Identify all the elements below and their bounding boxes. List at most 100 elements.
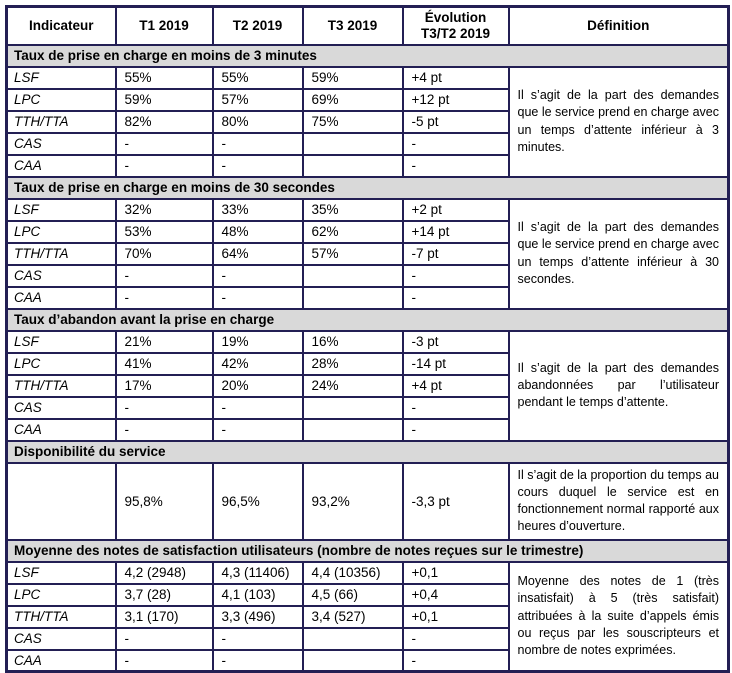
value-t1: 95,8% [114,461,214,541]
value-t1: 70% [114,241,214,266]
definition-text: Moyenne des notes de 1 (très insatisfait… [507,560,730,673]
value-t1: 17% [114,373,214,398]
value-t2: - [211,131,304,156]
value-t3: 59% [301,65,404,90]
value-evolution: - [401,131,510,156]
value-t2: - [211,626,304,651]
value-evolution: +0,1 [401,560,510,585]
table-row: TTH/TTA 70% 64% 57% -7 pt [5,241,729,266]
value-evolution: +4 pt [401,373,510,398]
section-band-row: Taux de prise en charge en moins de 3 mi… [5,43,730,68]
value-t1: - [114,263,214,288]
table-row: LSF 21% 19% 16% -3 pt Il s’agit de la part de… [5,329,730,442]
definition-text: Il s’agit de la proportion du temps au c… [507,461,730,541]
value-t3: 35% [301,197,404,222]
value-t2: - [211,648,304,673]
indicator-label: CAA [5,285,117,310]
header-t2-2019: T2 2019 [211,5,304,46]
header-t3-2019: T3 2019 [301,5,404,46]
table-row: CAA - - - [5,153,729,178]
indicator-label: CAA [5,648,117,673]
table-row: LSF 55% 55% 59% +4 pt Il s’agit de la part de… [5,65,730,178]
value-t1: - [114,395,214,420]
table-body: Taux de prise en charge en moins de 3 mi… [5,43,730,673]
section-title: Moyenne des notes de satisfaction utilis… [5,538,730,563]
header-indicateur: Indicateur [5,5,117,46]
value-t2: - [211,417,304,442]
value-t2: 4,1 (103) [211,582,304,607]
value-t2: 20% [211,373,304,398]
value-t3: 4,5 (66) [301,582,404,607]
value-t3 [301,417,404,442]
value-t1: - [114,153,214,178]
header-t1-2019: T1 2019 [114,5,214,46]
indicator-label: CAS [5,395,117,420]
value-t2: 33% [211,197,304,222]
value-t1: 55% [114,65,214,90]
value-t3 [301,626,404,651]
value-evolution: +12 pt [401,87,510,112]
table-row: LPC 59% 57% 69% +12 pt [5,87,729,112]
indicator-label: TTH/TTA [5,373,117,398]
value-t1: 3,7 (28) [114,582,214,607]
value-t3: 69% [301,87,404,112]
table-row: TTH/TTA 82% 80% 75% -5 pt [5,109,729,134]
value-evolution: +4 pt [401,65,510,90]
value-t3: 28% [301,351,404,376]
value-t3: 57% [301,241,404,266]
value-t2: 80% [211,109,304,134]
header-row: Indicateur T1 2019 T2 2019 T3 2019 Évolu… [5,5,730,46]
section-band-row: Disponibilité du service [5,439,730,464]
value-evolution: - [401,626,510,651]
value-t1: - [114,131,214,156]
value-t1: 53% [114,219,214,244]
value-t1: 82% [114,109,214,134]
value-evolution: - [401,648,510,673]
value-t3 [301,263,404,288]
value-evolution: -3 pt [401,329,510,354]
indicator-label: CAA [5,417,117,442]
value-evolution: -14 pt [401,351,510,376]
header-definition: Définition [507,5,730,46]
value-t1: - [114,417,214,442]
section-band-row: Taux de prise en charge en moins de 30 s… [5,175,730,200]
definition-text: Il s’agit de la part des demandes que le… [507,197,730,310]
value-evolution: +0,4 [401,582,510,607]
value-t2: 48% [211,219,304,244]
indicator-label [5,461,117,541]
value-t1: 41% [114,351,214,376]
section-title: Taux de prise en charge en moins de 3 mi… [5,43,730,68]
value-t2: 42% [211,351,304,376]
value-evolution: - [401,153,510,178]
indicator-label: LPC [5,351,117,376]
indicator-label: CAA [5,153,117,178]
indicator-label: TTH/TTA [5,241,117,266]
page: Indicateur T1 2019 T2 2019 T3 2019 Évolu… [5,5,730,673]
value-t2: 4,3 (11406) [211,560,304,585]
header-evolution: Évolution T3/T2 2019 [401,5,510,46]
indicator-label: CAS [5,131,117,156]
value-evolution: - [401,395,510,420]
section-title: Taux de prise en charge en moins de 30 s… [5,175,730,200]
indicator-label: CAS [5,626,117,651]
table-row: TTH/TTA 17% 20% 24% +4 pt [5,373,729,398]
value-t1: - [114,648,214,673]
indicator-label: TTH/TTA [5,604,117,629]
value-evolution: +0,1 [401,604,510,629]
table-row: LPC 53% 48% 62% +14 pt [5,219,729,244]
indicator-label: LPC [5,219,117,244]
value-t2: - [211,285,304,310]
value-t2: 64% [211,241,304,266]
value-t3: 4,4 (10356) [301,560,404,585]
indicator-label: TTH/TTA [5,109,117,134]
table-row: TTH/TTA 3,1 (170) 3,3 (496) 3,4 (527) +0,1 [5,604,729,629]
value-t2: 96,5% [211,461,304,541]
section-band-row: Taux d’abandon avant la prise en charge [5,307,730,332]
value-t1: 32% [114,197,214,222]
section-title: Taux d’abandon avant la prise en charge [5,307,730,332]
value-evolution: -3,3 pt [401,461,510,541]
table-row: CAS - - - [5,395,729,420]
value-t3 [301,285,404,310]
table-row: 95,8% 96,5% 93,2% -3,3 pt Il s’agit de la pr… [5,461,730,541]
table-row: CAS - - - [5,131,729,156]
